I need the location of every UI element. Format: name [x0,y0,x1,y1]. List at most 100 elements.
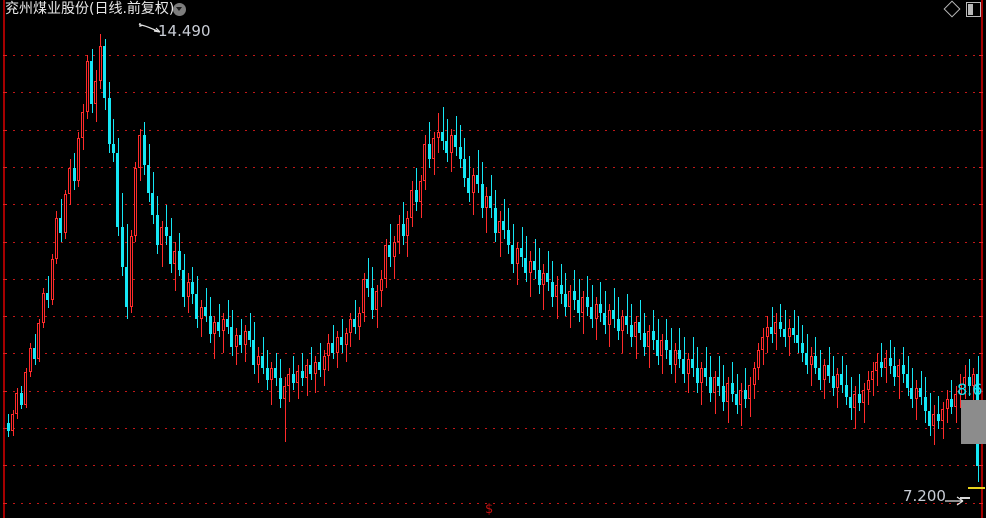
panel-layout-icon[interactable] [966,2,981,17]
candle-body [318,361,321,370]
chart-right-border [981,0,983,518]
candle-wick [864,383,865,424]
candle-wick [223,312,224,353]
candle-wick [394,236,395,279]
candle-body [564,294,567,307]
gridline [5,242,982,243]
candle-body [252,340,255,365]
candle-body [476,174,479,184]
gridline-edge-tick [979,55,983,56]
candle-body [283,386,286,399]
chevron-down-icon[interactable] [173,3,186,16]
gridline [5,316,982,317]
candle-wick [653,309,654,350]
candle-wick [342,318,343,353]
candle-wick [368,257,369,298]
candle-body [717,377,720,387]
candle-wick [258,346,259,384]
candle-body [230,326,233,347]
candle-body [151,193,154,215]
candle-wick [741,383,742,427]
candle-body [748,384,751,399]
candle-wick [622,309,623,353]
candle-body [226,318,229,327]
candle-body [538,269,541,286]
gridline [5,204,982,205]
candle-body [68,168,71,195]
candle-body [678,349,681,359]
candle-body [599,303,602,313]
gridline [5,428,982,429]
candle-body [108,97,111,144]
candle-body [915,388,918,399]
candle-wick [214,315,215,359]
candle-wick [973,368,974,405]
candle-wick [574,269,575,310]
candle-wick [600,282,601,322]
candle-body [542,272,545,286]
candle-body [959,384,962,395]
candle-body [652,331,655,341]
candle-body [963,377,966,385]
candle-body [871,371,874,381]
candle-wick [311,346,312,381]
candle-body [353,318,356,327]
candle-body [726,383,729,402]
candle-wick [271,361,272,405]
candle-wick [737,374,738,415]
candle-body [603,312,606,326]
candle-body [134,168,137,236]
candle-wick [916,380,917,421]
candle-body [73,168,76,181]
candle-body [753,368,756,385]
candle-body [546,272,549,283]
candle-body [660,340,663,356]
candle-wick [403,202,404,246]
gridline [5,503,982,504]
candle-body [393,242,396,258]
candle-body [169,236,172,264]
page-title: 兖州煤业股份(日线.前复权) [5,1,175,17]
gridline-edge-tick [979,279,983,280]
gridline-edge-tick [979,316,983,317]
candle-body [375,291,378,310]
candle-wick [250,312,251,347]
candle-body [340,337,343,346]
candle-body [941,409,944,422]
candle-body [138,134,141,169]
candle-wick [969,358,970,396]
candle-wick [486,186,487,233]
candle-body [665,340,668,350]
diamond-icon[interactable] [943,0,961,18]
gridline-edge-tick [3,503,7,504]
candle-body [397,223,400,243]
candle-body [7,423,10,432]
candle-body [845,384,848,397]
candle-body [634,321,637,338]
candle-body [507,229,510,246]
gridline-edge-tick [3,204,7,205]
candle-body [630,325,633,338]
candle-body [687,358,690,375]
gridline-edge-tick [3,465,7,466]
candle-body [906,374,909,389]
candle-body [836,374,839,389]
gridline [5,130,982,131]
candle-body [112,143,115,154]
candle-body [191,282,194,295]
candle-body [11,414,14,432]
cursor-price-box[interactable] [961,400,986,444]
candle-wick [679,328,680,369]
candle-body [366,278,369,289]
candle-body [103,45,106,98]
candle-wick [745,368,746,408]
chart-left-border [3,0,5,518]
candle-wick [535,239,536,279]
candle-body [244,331,247,346]
candle-body [972,374,975,387]
candle-body [86,60,89,112]
candle-wick [478,150,479,194]
